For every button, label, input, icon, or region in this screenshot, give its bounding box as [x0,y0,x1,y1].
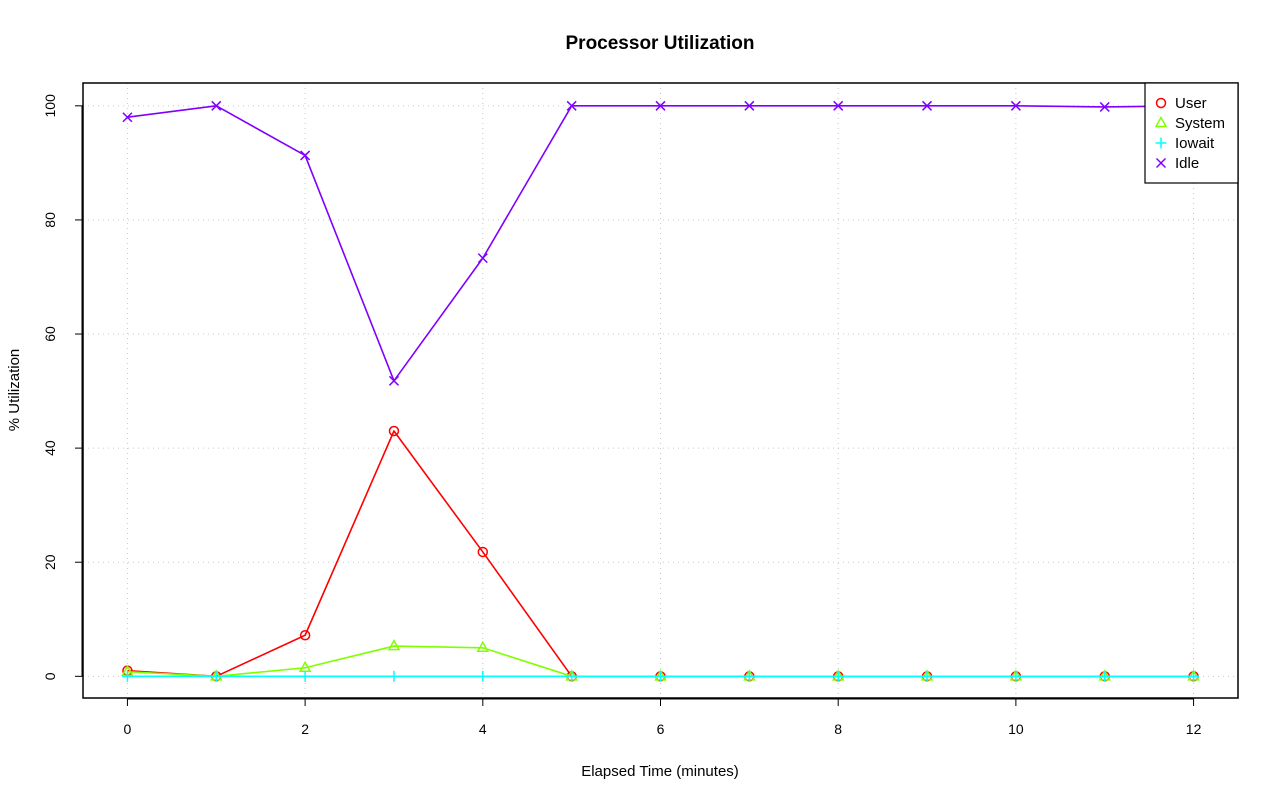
series-idle [122,100,1199,386]
series-user-point [299,629,311,641]
series-iowait-point [832,670,844,682]
series-idle-point [1099,101,1110,112]
chart-title: Processor Utilization [566,33,755,54]
series-iowait-point [1010,670,1022,682]
series-iowait-point [388,670,400,682]
series-iowait-point [299,670,311,682]
series-idle-point [388,375,399,386]
series-iowait-point [743,670,755,682]
series-idle-point [655,100,666,111]
series-idle-point [833,100,844,111]
axes: 0 2 4 6 8 10 12 0 20 40 60 80 100 [42,82,1239,737]
series-user-point [477,546,489,558]
x-tick-label: 12 [1186,721,1202,737]
series-idle-point [1010,100,1021,111]
legend: User System Iowait Idle [1144,82,1239,184]
series-idle-point [122,112,133,123]
series-iowait-point [566,670,578,682]
series-iowait-point [210,670,222,682]
series-iowait-point [1188,670,1200,682]
x-tick-label: 10 [1008,721,1024,737]
series-iowait-point [121,670,133,682]
series-idle-point [300,150,311,161]
x-tick-label: 0 [124,721,132,737]
series-idle-point [744,100,755,111]
legend-marker-iowait [1155,137,1167,149]
legend-label-user: User [1175,95,1207,112]
x-tick-label: 4 [479,721,487,737]
series-system-point [476,640,490,653]
y-tick-label: 80 [42,212,58,228]
legend-marker-user [1155,97,1167,109]
legend-label-iowait: Iowait [1175,135,1215,152]
x-tick-label: 8 [834,721,842,737]
x-tick-label: 2 [301,721,309,737]
plot-frame [82,82,1239,699]
y-axis-label: % Utilization [6,349,23,432]
x-tick-label: 6 [657,721,665,737]
series-idle-point [922,100,933,111]
legend-marker-system [1154,115,1168,128]
series-group [121,100,1200,682]
series-iowait-point [921,670,933,682]
series-idle-point [211,100,222,111]
series-iowait-point [655,670,666,682]
series-system-point [387,639,401,651]
y-tick-label: 40 [42,440,58,456]
x-axis-label: Elapsed Time (minutes) [581,763,739,780]
series-user-point [388,425,400,437]
series-idle-point [566,100,577,111]
grid [83,83,1238,698]
y-tick-label: 0 [42,672,58,680]
y-tick-label: 60 [42,326,58,342]
series-iowait [121,670,1200,682]
legend-box [1144,82,1239,184]
series-iowait-point [1099,670,1111,682]
y-tick-label: 100 [42,94,58,118]
y-tick-label: 20 [42,554,58,570]
legend-marker-idle [1155,157,1167,169]
series-iowait-point [477,670,489,682]
legend-label-system: System [1175,115,1225,132]
series-idle-point [477,253,488,264]
legend-label-idle: Idle [1175,155,1199,172]
